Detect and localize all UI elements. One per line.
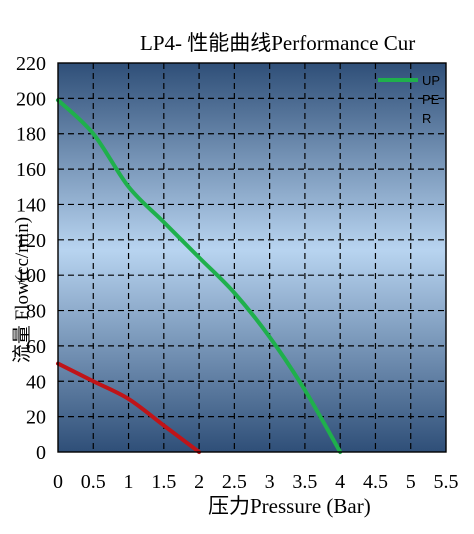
y-tick-label: 200: [16, 88, 46, 110]
chart-title: LP4- 性能曲线Performance Cur: [140, 31, 415, 55]
series-line-lower: [56, 361, 202, 454]
y-tick-label: 120: [16, 230, 46, 252]
x-tick-label: 1.5: [151, 471, 176, 493]
plot-area: [58, 63, 446, 452]
x-tick-label: 2.5: [222, 471, 247, 493]
x-tick-label: 3: [265, 471, 275, 493]
legend: UP PE R: [378, 73, 440, 126]
y-tick-label: 0: [36, 442, 46, 464]
y-tick-label: 140: [16, 194, 46, 216]
x-axis-label: 压力Pressure (Bar): [208, 494, 371, 518]
x-tick-label: 0: [53, 471, 63, 493]
series-layer: [56, 98, 343, 454]
y-tick-label: 100: [16, 265, 46, 287]
legend-label-line-3: R: [422, 111, 431, 126]
series-line-upper: [56, 98, 343, 454]
y-tick-label: 20: [26, 407, 46, 429]
y-tick-label: 40: [26, 371, 46, 393]
legend-label-line-1: UP: [422, 73, 440, 88]
y-tick-label: 160: [16, 159, 46, 181]
x-tick-label: 1: [124, 471, 134, 493]
x-tick-label: 5.5: [434, 471, 459, 493]
x-tick-label: 3.5: [292, 471, 317, 493]
y-tick-label: 80: [26, 301, 46, 323]
y-axis-label: 流量 Flow(cc/min): [11, 217, 33, 363]
x-tick-label: 2: [194, 471, 204, 493]
legend-label-line-2: PE: [422, 92, 440, 107]
y-tick-label: 220: [16, 53, 46, 75]
plot-frame: [57, 62, 447, 453]
tick-labels: 0 0.5 1 1.5 2 2.5 3 3.5 4 4.5 5 5.5 0 20 40 60 80 100 120 1…: [16, 53, 459, 493]
x-tick-label: 4.5: [363, 471, 388, 493]
x-tick-label: 5: [406, 471, 416, 493]
y-tick-label: 60: [26, 336, 46, 358]
grid-lines: [58, 63, 446, 452]
x-tick-label: 0.5: [81, 471, 106, 493]
x-tick-label: 4: [335, 471, 345, 493]
y-tick-label: 180: [16, 124, 46, 146]
